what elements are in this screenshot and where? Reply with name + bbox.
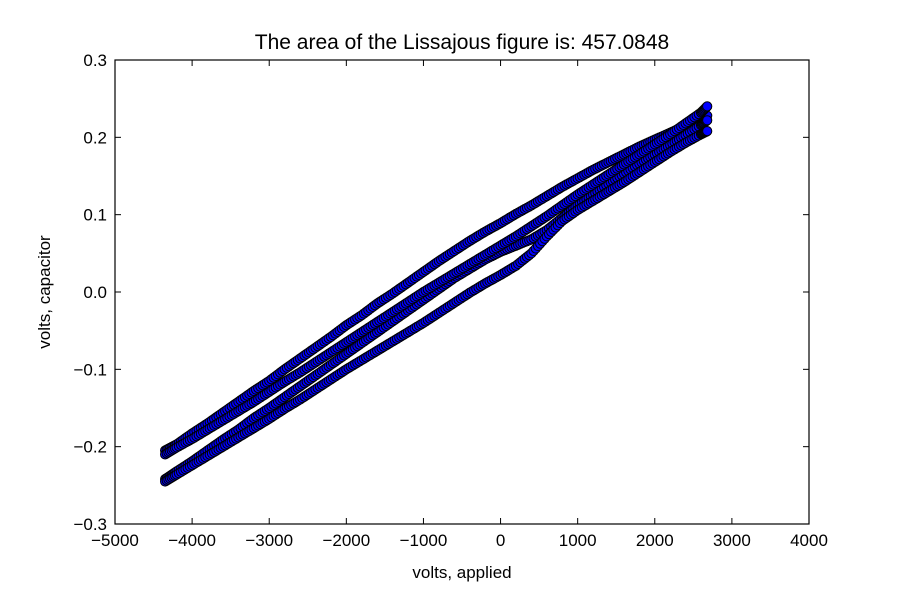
y-tick-label: −0.3	[73, 515, 107, 534]
data-point	[702, 115, 713, 126]
x-tick-label: 3000	[713, 531, 751, 550]
y-tick-label: 0.3	[83, 51, 107, 70]
x-tick-label: −2000	[322, 531, 370, 550]
x-tick-label: 1000	[559, 531, 597, 550]
data-point	[702, 101, 713, 112]
x-tick-label: 2000	[636, 531, 674, 550]
x-axis-label: volts, applied	[412, 563, 511, 582]
axis-ticks: −5000 −4000 −3000 −2000 −1000 0 1000 2000 3000 40…	[73, 51, 827, 550]
y-axis-label: volts, capacitor	[35, 235, 54, 349]
y-tick-label: 0.0	[83, 283, 107, 302]
x-tick-label: −4000	[168, 531, 216, 550]
x-tick-label: 0	[496, 531, 505, 550]
y-tick-label: 0.2	[83, 128, 107, 147]
x-tick-label: −1000	[400, 531, 448, 550]
data-point	[702, 126, 713, 137]
x-tick-label: 4000	[790, 531, 828, 550]
y-tick-label: 0.1	[83, 206, 107, 225]
y-tick-label: −0.1	[73, 360, 107, 379]
chart-title: The area of the Lissajous figure is: 457…	[255, 31, 669, 54]
x-tick-label: −3000	[245, 531, 293, 550]
scatter-points	[160, 101, 713, 487]
y-tick-label: −0.2	[73, 438, 107, 457]
x-tick-label: −5000	[91, 531, 139, 550]
